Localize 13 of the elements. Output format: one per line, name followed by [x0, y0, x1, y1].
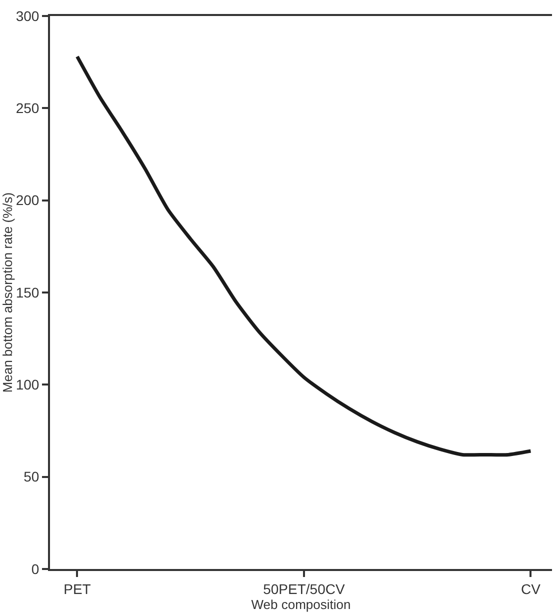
x-tick-label: PET	[64, 580, 92, 597]
y-tick-label: 200	[16, 192, 40, 208]
x-axis-title: Web composition	[251, 596, 351, 612]
y-tick-label: 100	[16, 376, 40, 393]
y-tick-label: 300	[16, 8, 40, 24]
x-tick-label: 50PET/50CV	[263, 580, 346, 597]
x-tick-label: CV	[520, 580, 542, 597]
y-tick-label: 150	[16, 284, 40, 300]
y-axis-title: Mean bottom absorption rate (%/s)	[0, 192, 15, 393]
y-tick-label: 250	[16, 100, 40, 116]
line-series	[75, 54, 532, 457]
y-tick-label: 0	[31, 560, 40, 577]
y-tick-label: 50	[24, 468, 40, 485]
